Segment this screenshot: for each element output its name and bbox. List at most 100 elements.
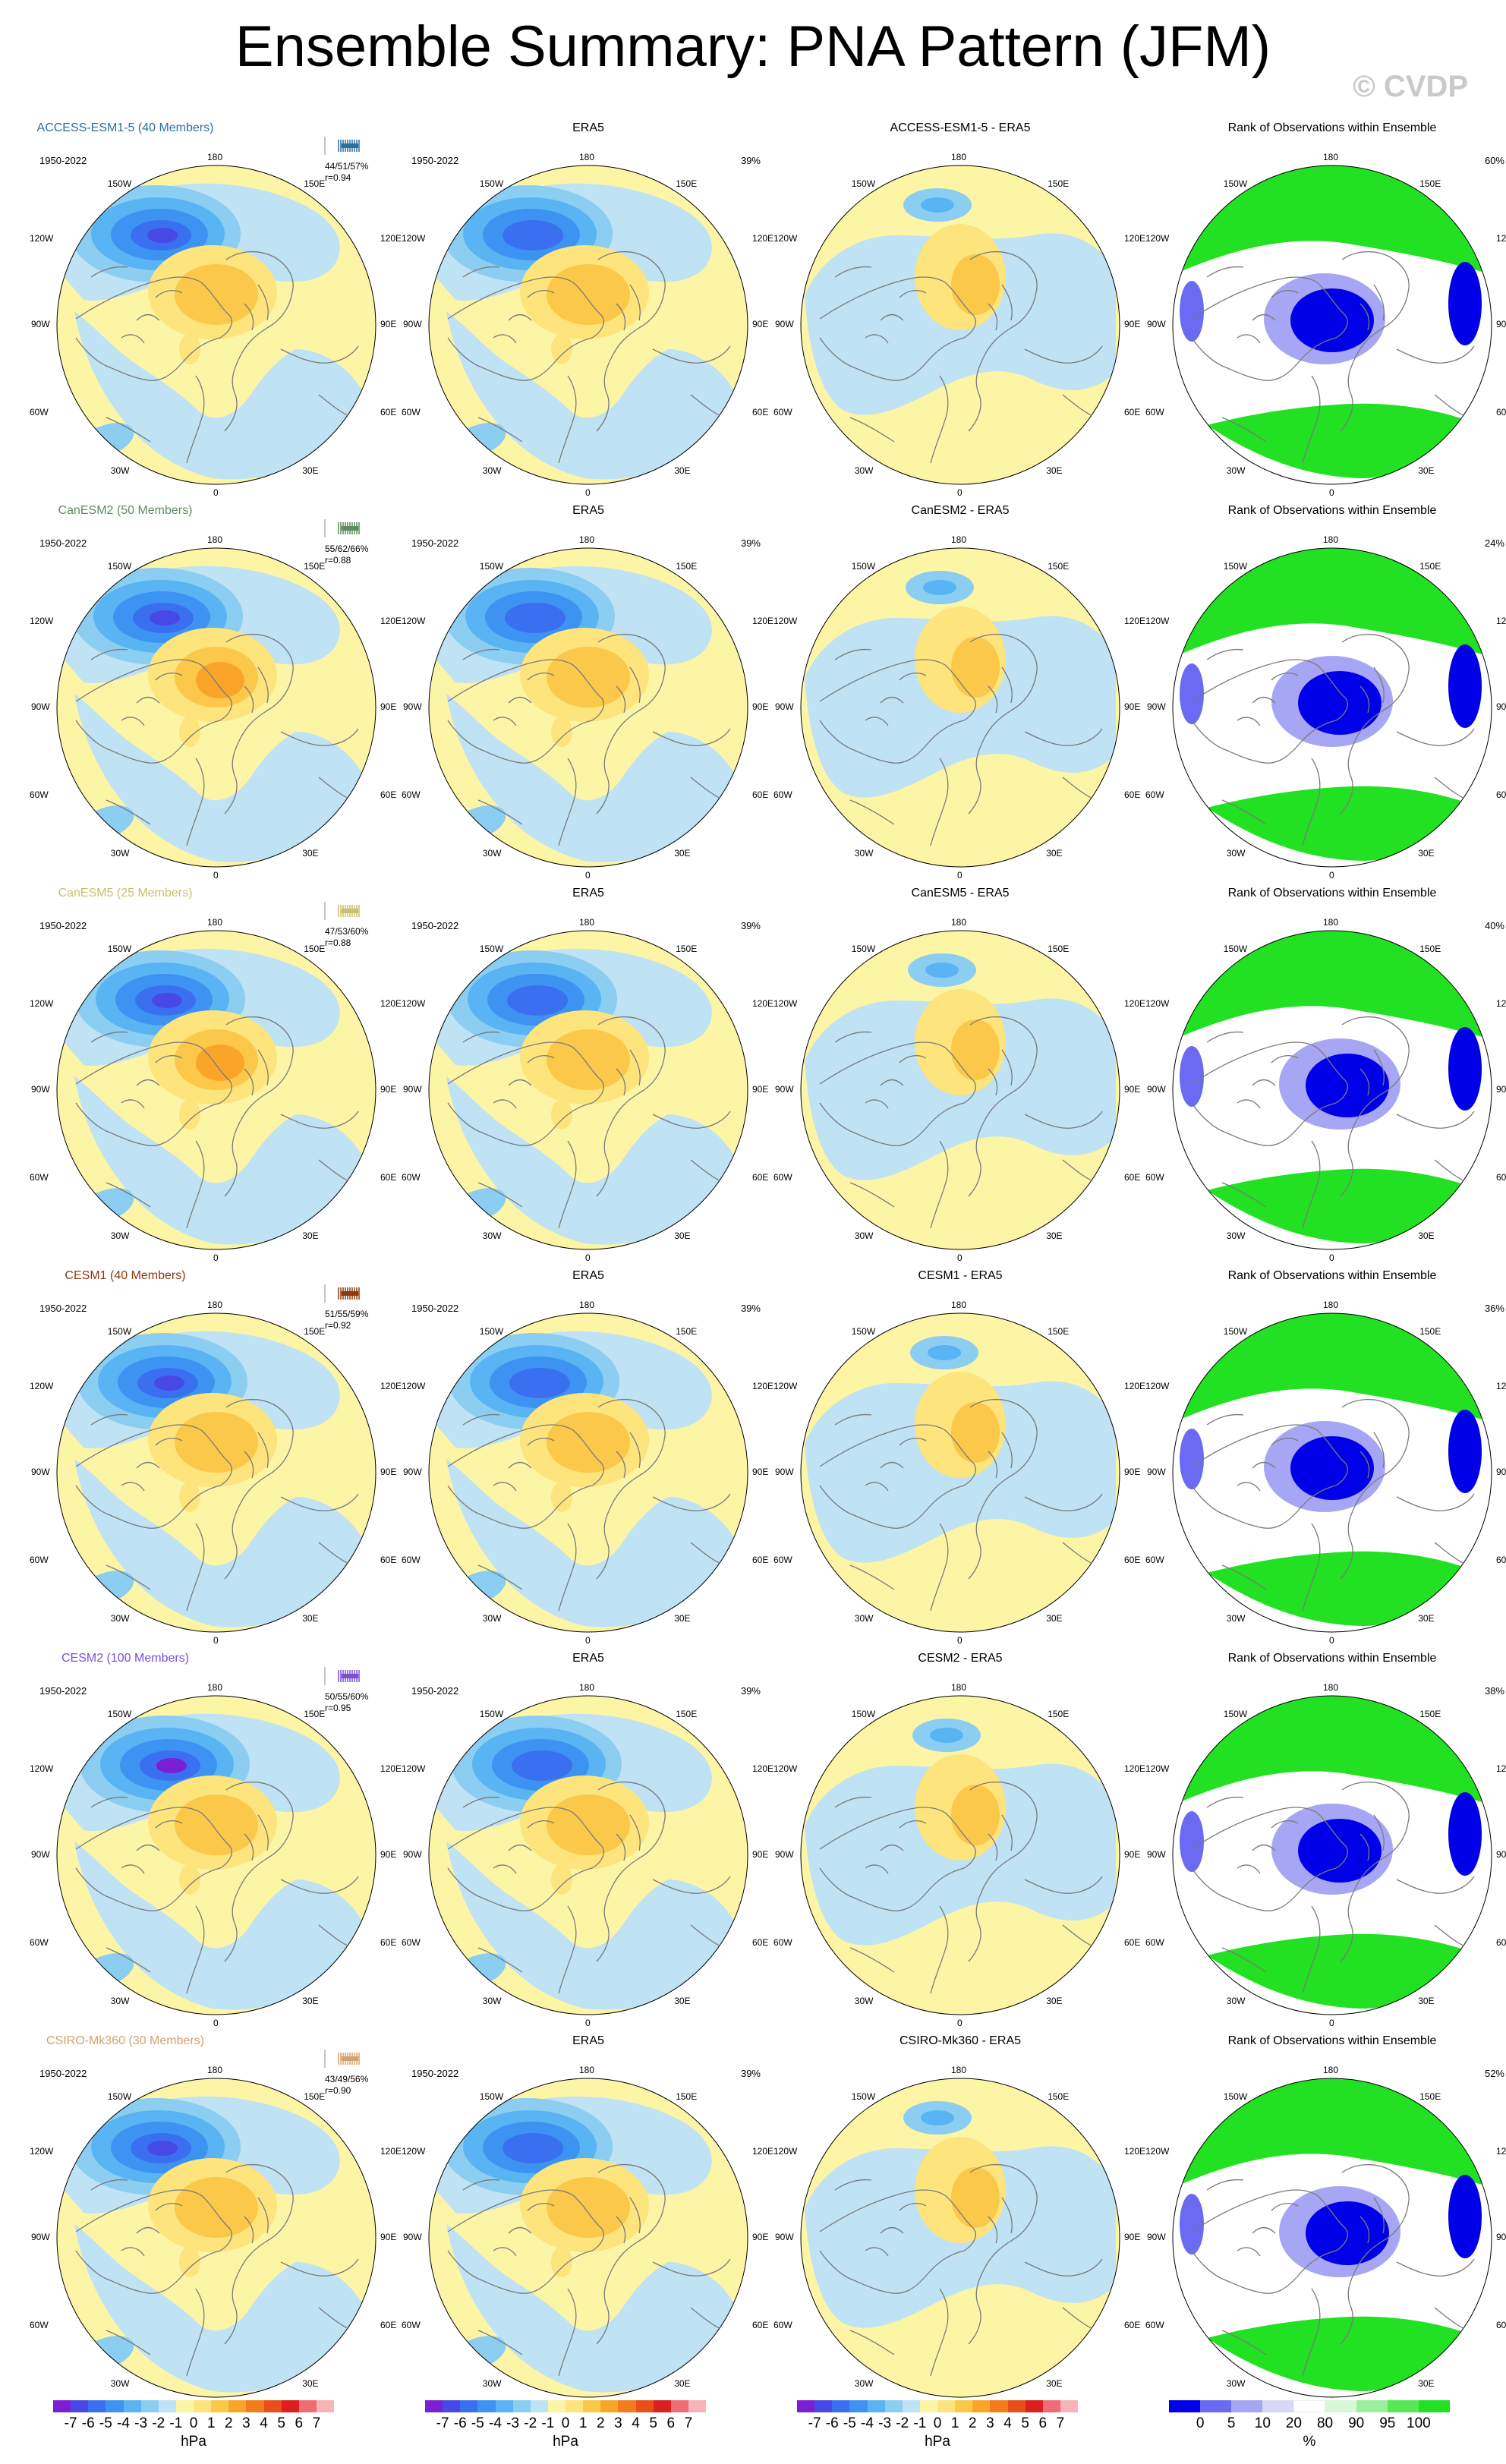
longitude-label-top: 180 [579, 1300, 595, 1310]
pattern-field [57, 165, 376, 484]
longitude-label-left-lower: 60W [30, 1554, 49, 1565]
colorbar-swatch [937, 2400, 956, 2412]
panel-rank-row-5: 180 0 120W 90W 60W 120E 90E 60E 150W 150E 30W 30E Ra… [1145, 1652, 1506, 2028]
longitude-label-bottom-left: 30W [482, 1612, 502, 1624]
longitude-label-left-mid: 90W [31, 319, 50, 329]
longitude-label-bottom: 0 [957, 1252, 963, 1263]
colorbar-tick: 1 [578, 2415, 588, 2431]
longitude-label-top-left: 150W [851, 2091, 876, 2103]
colorbar-swatch [298, 2400, 317, 2412]
longitude-label-top-left: 150W [851, 1326, 876, 1338]
panel-diff-row-3: 180 0 120W 90W 60W 120E 90E 60E 150W 150E 30W 30E Ca… [773, 887, 1146, 1263]
colorbar-tick: -5 [843, 2415, 856, 2431]
longitude-label-right-upper: 120E [752, 615, 774, 626]
longitude-label-right-upper: 120E [380, 615, 402, 626]
longitude-label-top-right: 150E [1419, 944, 1441, 955]
longitude-label-top-right: 150E [1419, 1326, 1441, 1338]
longitude-label-bottom-left: 30W [854, 2377, 874, 2389]
colorbar-tick: 3 [242, 2415, 250, 2431]
ensemble-spread-glyph [324, 1284, 360, 1303]
pattern-field [429, 548, 748, 867]
longitude-label-bottom-right: 30E [302, 2377, 319, 2389]
longitude-label-bottom-right: 30E [1046, 1995, 1063, 2006]
longitude-label-bottom: 0 [585, 1635, 591, 1646]
longitude-label-top: 180 [207, 917, 223, 928]
longitude-label-right-upper: 120E [1124, 2145, 1146, 2157]
colorbar-tick: -2 [524, 2415, 537, 2431]
longitude-label-left-lower: 60W [30, 406, 49, 417]
period-label: 1950-2022 [39, 155, 87, 166]
longitude-label-top-left: 150W [479, 1326, 504, 1338]
colorbar-tick: 1 [206, 2415, 216, 2431]
colorbar-tick: -6 [81, 2415, 95, 2431]
colorbar-tick: 0 [933, 2415, 942, 2431]
longitude-label-left-upper: 120W [402, 2145, 426, 2157]
ensemble-stats: 44/51/57% r=0.94 [325, 161, 368, 184]
pattern-field [801, 548, 1120, 867]
period-label: 1950-2022 [39, 537, 87, 549]
longitude-label-top-right: 150E [304, 1709, 326, 1720]
longitude-label-top-left: 150W [107, 2091, 132, 2103]
colorbar-swatch [123, 2400, 141, 2412]
explained-variance: 39% [740, 2068, 761, 2079]
colorbar-swatch [495, 2400, 513, 2412]
longitude-label-bottom-left: 30W [482, 2377, 502, 2389]
panel-diff-row-5: 180 0 120W 90W 60W 120E 90E 60E 150W 150E 30W 30E CE… [773, 1652, 1146, 2028]
rank-map [1172, 547, 1492, 868]
colorbar-swatch [477, 2400, 496, 2412]
colorbar-rank: 0 5 10 20 80 90 95 100% [1169, 2400, 1450, 2461]
longitude-label-top-right: 150E [1048, 561, 1070, 572]
colorbar-tick: 5 [277, 2415, 285, 2431]
rank-percent: 60% [1484, 155, 1504, 166]
longitude-label-top: 180 [207, 534, 223, 545]
longitude-label-top: 180 [951, 1682, 967, 1693]
period-label: 1950-2022 [411, 537, 459, 549]
rank-map [1172, 930, 1492, 1250]
longitude-label-left-lower: 60W [773, 1936, 792, 1948]
longitude-label-right-mid: 90E [1496, 1084, 1506, 1095]
longitude-label-bottom-right: 30E [1418, 1995, 1435, 2006]
colorbar-tick: 100 [1407, 2415, 1431, 2431]
colorbar-swatch [460, 2400, 478, 2412]
colorbar-swatch [263, 2400, 282, 2412]
longitude-label-right-upper: 120E [1496, 2145, 1506, 2157]
pattern-field [801, 1313, 1120, 1632]
longitude-label-bottom: 0 [585, 487, 591, 498]
longitude-label-bottom-left: 30W [1226, 847, 1246, 859]
longitude-label-right-upper: 120E [380, 2145, 402, 2157]
polar-map [800, 2078, 1120, 2398]
longitude-label-top: 180 [207, 1682, 223, 1693]
longitude-label-left-upper: 120W [30, 997, 54, 1009]
colorbar-units: hPa [925, 2434, 950, 2450]
longitude-label-top: 180 [207, 152, 223, 162]
colorbar-swatch [175, 2400, 194, 2412]
panel-obs-row-5: 180 0 120W 90W 60W 120E 90E 60E 150W 150E 30W 30E ER… [402, 1652, 774, 2028]
rank-field [1173, 165, 1492, 484]
coastline-outline [1191, 250, 1475, 464]
longitude-label-left-upper: 120W [1145, 1763, 1170, 1774]
coastline-outline [819, 250, 1103, 464]
longitude-label-left-lower: 60W [402, 1554, 421, 1565]
colorbar-units: % [1303, 2434, 1316, 2450]
longitude-label-top-right: 150E [304, 178, 326, 190]
colorbar-swatch [1042, 2400, 1060, 2412]
stats-correlation: r=0.94 [325, 172, 351, 183]
longitude-label-right-upper: 120E [380, 1380, 402, 1391]
longitude-label-bottom: 0 [957, 870, 963, 881]
longitude-label-top-left: 150W [107, 944, 132, 955]
longitude-label-top-left: 150W [851, 944, 876, 955]
longitude-label-right-lower: 60E [380, 1554, 397, 1565]
longitude-label-top-left: 150W [479, 1709, 504, 1720]
longitude-label-right-mid: 90E [1124, 319, 1141, 329]
ensemble-stats: 50/55/60% r=0.95 [325, 1691, 368, 1714]
longitude-label-right-upper: 120E [1124, 615, 1146, 626]
panel-diff-row-2: 180 0 120W 90W 60W 120E 90E 60E 150W 150E 30W 30E Ca… [773, 504, 1146, 881]
longitude-label-bottom: 0 [213, 487, 219, 498]
period-label: 1950-2022 [411, 1303, 459, 1314]
longitude-label-right-lower: 60E [1124, 1554, 1141, 1565]
panel-rank-row-2: 180 0 120W 90W 60W 120E 90E 60E 150W 150E 30W 30E Ra… [1145, 504, 1506, 881]
panel-title: Rank of Observations within Ensemble [1227, 1652, 1437, 1665]
colorbar-tick: -7 [436, 2415, 449, 2431]
panel-obs-row-1: 180 0 120W 90W 60W 120E 90E 60E 150W 150E 30W 30E ER… [402, 121, 774, 498]
ensemble-stats: 43/49/56% r=0.90 [325, 2074, 368, 2097]
